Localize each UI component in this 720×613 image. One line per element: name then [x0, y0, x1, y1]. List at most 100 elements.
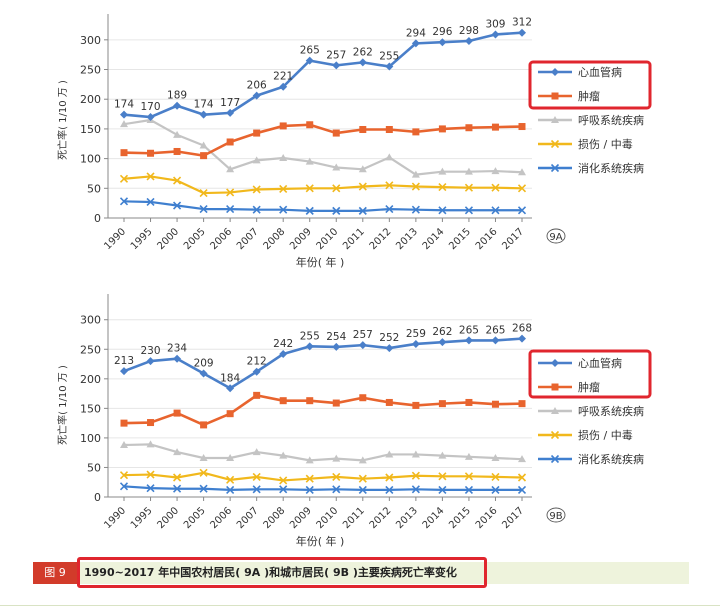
- data-point: [305, 157, 314, 165]
- data-point: [173, 473, 182, 482]
- legend-marker: [551, 407, 559, 414]
- data-point: [279, 485, 288, 494]
- legend-label: 肿瘤: [578, 380, 600, 394]
- figure-tag: 图 9: [33, 562, 77, 584]
- y-tick-label: 50: [87, 461, 101, 474]
- x-tick-label: 2005: [182, 226, 208, 252]
- data-point: [517, 206, 527, 215]
- data-point: [465, 124, 473, 132]
- data-point: [332, 399, 340, 407]
- data-point: [279, 82, 288, 91]
- data-point: [252, 367, 261, 376]
- data-point: [464, 206, 473, 215]
- data-point: [146, 113, 155, 122]
- data-point: [119, 471, 129, 480]
- legend-label: 消化系统疾病: [578, 452, 644, 466]
- data-point: [226, 384, 235, 393]
- data-point: [119, 197, 129, 206]
- series-line: [123, 123, 523, 157]
- series-line: [123, 118, 523, 176]
- legend-marker: [551, 92, 559, 100]
- x-tick-label: 2010: [315, 226, 341, 252]
- x-tick-label: 2011: [341, 226, 367, 252]
- data-label: 262: [353, 46, 373, 58]
- legend-label: 损伤 / 中毒: [578, 137, 633, 151]
- panel-label: 9A: [549, 232, 562, 243]
- data-point: [358, 485, 367, 494]
- data-label: 189: [167, 90, 187, 102]
- legend-label: 肿瘤: [578, 89, 600, 103]
- x-tick-label: 1995: [129, 226, 155, 252]
- data-point: [411, 450, 420, 458]
- series-2: [120, 440, 526, 464]
- series-line: [123, 471, 523, 482]
- data-point: [120, 110, 128, 119]
- data-point: [491, 167, 500, 175]
- data-point: [305, 342, 314, 351]
- data-point: [226, 410, 234, 418]
- data-point: [226, 485, 235, 494]
- x-tick-label: 2009: [288, 226, 314, 252]
- x-tick-label: 1990: [102, 226, 128, 252]
- legend-label: 呼吸系统疾病: [578, 404, 644, 418]
- data-point: [226, 165, 235, 173]
- x-tick-label: 2015: [447, 226, 473, 252]
- series-3: [119, 172, 527, 198]
- data-label: 255: [379, 51, 399, 63]
- data-point: [359, 394, 367, 402]
- x-tick-label: 2000: [155, 505, 181, 531]
- data-point: [120, 441, 128, 448]
- data-point: [438, 472, 447, 481]
- x-tick-label: 2008: [262, 505, 288, 531]
- data-point: [252, 156, 261, 164]
- series-3: [119, 468, 527, 485]
- panel-label: 9B: [549, 511, 562, 522]
- data-label: 296: [432, 26, 452, 38]
- x-tick-label: 2011: [341, 505, 367, 531]
- data-point: [173, 176, 182, 185]
- data-point: [491, 206, 500, 215]
- series-1: [120, 121, 526, 160]
- data-point: [226, 454, 235, 461]
- x-axis-title: 年份( 年 ): [296, 255, 345, 269]
- data-point: [279, 154, 288, 162]
- data-point: [146, 484, 155, 493]
- data-point: [411, 471, 420, 480]
- data-point: [305, 474, 314, 483]
- data-point: [199, 188, 208, 198]
- data-point: [252, 472, 261, 481]
- data-point: [412, 401, 420, 409]
- x-tick-label: 2015: [447, 505, 473, 531]
- series-line: [123, 175, 523, 195]
- data-point: [438, 338, 447, 347]
- y-tick-label: 0: [94, 491, 101, 504]
- legend-highlight-box: [528, 349, 652, 399]
- data-label: 230: [141, 345, 161, 357]
- data-label: 213: [114, 355, 134, 367]
- series-line: [123, 31, 523, 119]
- x-tick-label: 2007: [235, 226, 261, 252]
- data-label: 170: [141, 101, 161, 113]
- data-point: [226, 108, 235, 117]
- data-point: [518, 123, 526, 131]
- data-point: [358, 165, 367, 173]
- data-point: [279, 451, 288, 459]
- y-tick-label: 150: [80, 123, 101, 136]
- data-point: [253, 129, 261, 137]
- data-label: 254: [326, 331, 346, 343]
- data-point: [147, 419, 155, 427]
- data-point: [358, 341, 367, 350]
- legend-label: 心血管病: [578, 65, 622, 79]
- data-point: [279, 184, 288, 193]
- data-label: 212: [247, 356, 267, 368]
- series-line: [123, 394, 523, 427]
- data-label: 177: [220, 97, 240, 109]
- data-point: [464, 167, 473, 175]
- data-point: [226, 475, 235, 484]
- data-label: 268: [512, 323, 532, 335]
- data-point: [200, 421, 208, 429]
- x-tick-label: 1995: [129, 505, 155, 531]
- x-tick-label: 2013: [394, 505, 420, 531]
